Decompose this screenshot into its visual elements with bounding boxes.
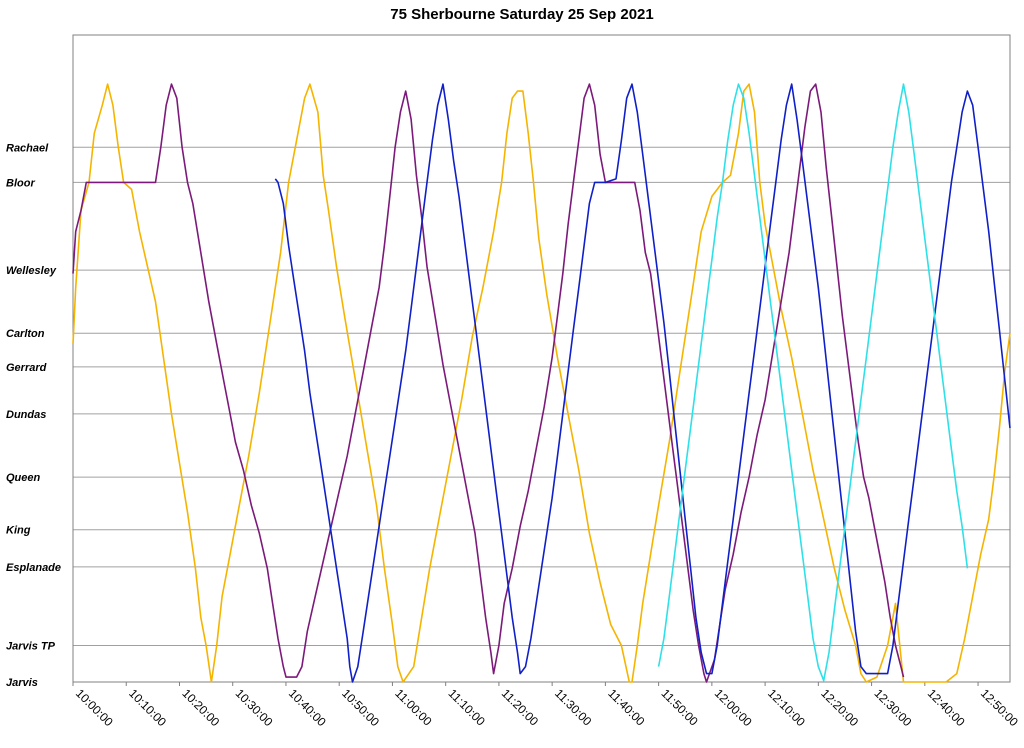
- stop-label: Jarvis: [6, 677, 38, 689]
- series-line-1: [72, 83, 1011, 683]
- stop-label: Jarvis TP: [6, 641, 56, 653]
- x-axis-labels: 10:00:00 10:10:00 10:20:00 10:30:00 10:40:00…: [72, 682, 1021, 729]
- x-tick-label: 10:00:00: [73, 686, 116, 729]
- x-tick-label: 11:00:00: [392, 686, 435, 729]
- stop-label: Rachael: [6, 142, 49, 154]
- chart-title: 75 Sherbourne Saturday 25 Sep 2021: [390, 6, 653, 23]
- x-tick-label: 11:20:00: [499, 686, 542, 729]
- x-tick-label: 10:20:00: [179, 686, 222, 729]
- x-tick-label: 12:10:00: [765, 686, 808, 729]
- x-tick-label: 12:20:00: [818, 686, 861, 729]
- x-tick-label: 11:40:00: [605, 686, 648, 729]
- x-tick-label: 11:50:00: [659, 686, 702, 729]
- plot-frame: [72, 34, 1011, 683]
- stop-label: Esplanade: [6, 562, 61, 574]
- stop-label: Queen: [6, 472, 41, 484]
- x-tick-label: 11:30:00: [552, 686, 595, 729]
- x-tick-label: 12:50:00: [978, 686, 1021, 729]
- x-tick-label: 12:40:00: [925, 686, 968, 729]
- stop-label: Dundas: [6, 409, 46, 421]
- series-line-4: [657, 83, 969, 682]
- stop-label: Gerrard: [6, 362, 47, 374]
- x-tick-label: 10:10:00: [126, 686, 169, 729]
- stop-label: King: [6, 525, 31, 537]
- series-lines: [72, 83, 1011, 683]
- series-line-3: [274, 83, 1011, 683]
- series-line-2: [72, 83, 905, 683]
- stop-label: Carlton: [6, 328, 45, 340]
- x-tick-label: 10:40:00: [286, 686, 329, 729]
- x-tick-label: 12:00:00: [712, 686, 755, 729]
- stop-label: Wellesley: [6, 265, 57, 277]
- gridlines: [73, 146, 1010, 683]
- stop-label: Bloor: [6, 177, 35, 189]
- x-tick-label: 10:30:00: [233, 686, 276, 729]
- x-tick-label: 12:30:00: [871, 686, 914, 729]
- x-tick-label: 11:10:00: [446, 686, 489, 729]
- x-tick-label: 10:50:00: [339, 686, 382, 729]
- y-axis-labels: Rachael Bloor Wellesley Carlton Gerrard Dunda…: [6, 142, 61, 689]
